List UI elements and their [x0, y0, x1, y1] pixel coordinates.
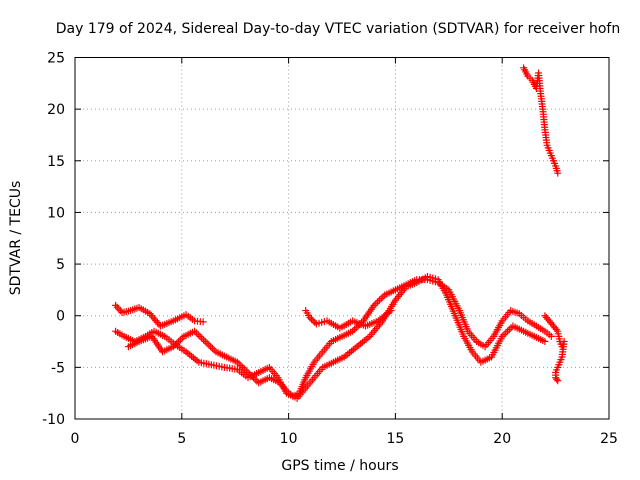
data-point	[150, 315, 158, 323]
x-tick-label: 0	[71, 431, 80, 447]
series-track-a	[112, 301, 207, 330]
chart-title: Day 179 of 2024, Sidereal Day-to-day VTE…	[56, 21, 620, 37]
data-point	[374, 298, 382, 306]
data-point	[149, 313, 157, 321]
data-point	[541, 338, 549, 346]
data-point	[192, 329, 200, 337]
data-point	[504, 327, 512, 335]
data-point	[176, 336, 184, 344]
y-tick-label: -10	[42, 412, 65, 428]
data-point	[199, 318, 207, 326]
data-point	[208, 344, 216, 352]
data-series	[112, 64, 568, 402]
x-tick-label: 5	[177, 431, 186, 447]
y-tick-label: 25	[47, 51, 65, 67]
data-point	[201, 338, 209, 346]
data-point	[309, 317, 317, 325]
data-point	[205, 341, 213, 349]
data-point	[203, 339, 211, 347]
data-point	[306, 314, 314, 322]
data-point	[554, 377, 562, 385]
data-point	[196, 332, 204, 340]
data-point	[175, 338, 183, 346]
data-point	[387, 307, 395, 315]
data-point	[375, 296, 383, 304]
plot-frame	[74, 57, 610, 420]
y-tick-label: 15	[47, 154, 65, 170]
x-tick-label: 25	[600, 431, 618, 447]
data-point	[253, 377, 261, 385]
data-point	[198, 334, 206, 342]
data-point	[377, 295, 385, 302]
data-point	[207, 343, 215, 351]
data-point	[308, 315, 316, 323]
series-track-c	[124, 272, 549, 402]
data-point	[502, 329, 510, 337]
y-tick-label: -5	[51, 360, 65, 376]
series-track-d	[302, 307, 395, 332]
data-point	[237, 362, 245, 370]
data-point	[113, 303, 121, 311]
data-point	[152, 317, 160, 325]
x-tick-label: 15	[386, 431, 404, 447]
data-point	[372, 300, 380, 308]
series-track-f	[520, 64, 562, 177]
data-point	[552, 325, 560, 333]
x-tick-label: 10	[280, 431, 298, 447]
data-point	[200, 336, 208, 344]
data-point	[311, 318, 319, 326]
y-tick-label: 0	[56, 309, 65, 325]
y-tick-label: 20	[47, 102, 65, 118]
data-point	[116, 307, 124, 315]
data-point	[554, 169, 562, 177]
x-tick-label: 20	[493, 431, 511, 447]
y-tick-label: 10	[47, 205, 65, 221]
grid-lines	[75, 57, 609, 419]
series-track-e	[541, 312, 568, 385]
y-axis-title: SDTVAR / TECUs	[8, 181, 24, 296]
data-point	[547, 332, 555, 340]
data-point	[507, 324, 515, 332]
y-tick-label: 5	[56, 257, 65, 273]
x-axis-title: GPS time / hours	[281, 458, 398, 474]
data-point	[115, 305, 123, 313]
data-point	[112, 301, 120, 309]
data-point	[553, 375, 561, 383]
axis-ticks: 0 5 10 15 20 25 -10 -5 0 5 10 15 20 25	[42, 51, 618, 448]
series-track-b	[112, 276, 555, 400]
